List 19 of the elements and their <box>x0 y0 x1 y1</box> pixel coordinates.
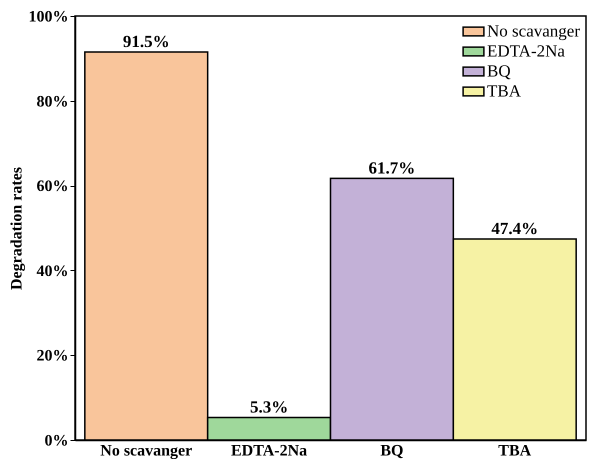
x-tick-label: BQ <box>380 442 404 460</box>
x-tick-label: TBA <box>498 442 532 460</box>
y-tick-label: 0% <box>44 432 68 450</box>
data-label: 61.7% <box>368 158 416 178</box>
y-tick-label: 80% <box>36 93 68 110</box>
data-label: 91.5% <box>122 32 170 52</box>
y-axis-title: Degradation rates <box>8 166 26 290</box>
legend-label: No scavanger <box>487 22 580 40</box>
y-tick-label: 20% <box>36 348 68 365</box>
legend-label: EDTA-2Na <box>487 42 566 60</box>
legend-label: BQ <box>487 62 511 80</box>
y-tick-label: 60% <box>36 178 68 196</box>
data-label: 5.3% <box>250 398 288 417</box>
data-label: 47.4% <box>491 219 538 238</box>
x-tick-label: No scavanger <box>100 442 192 460</box>
legend-label: TBA <box>487 82 522 100</box>
y-tick-label: 40% <box>36 262 68 280</box>
y-tick-label: 100% <box>28 8 68 26</box>
x-tick-label: EDTA-2Na <box>231 442 308 460</box>
